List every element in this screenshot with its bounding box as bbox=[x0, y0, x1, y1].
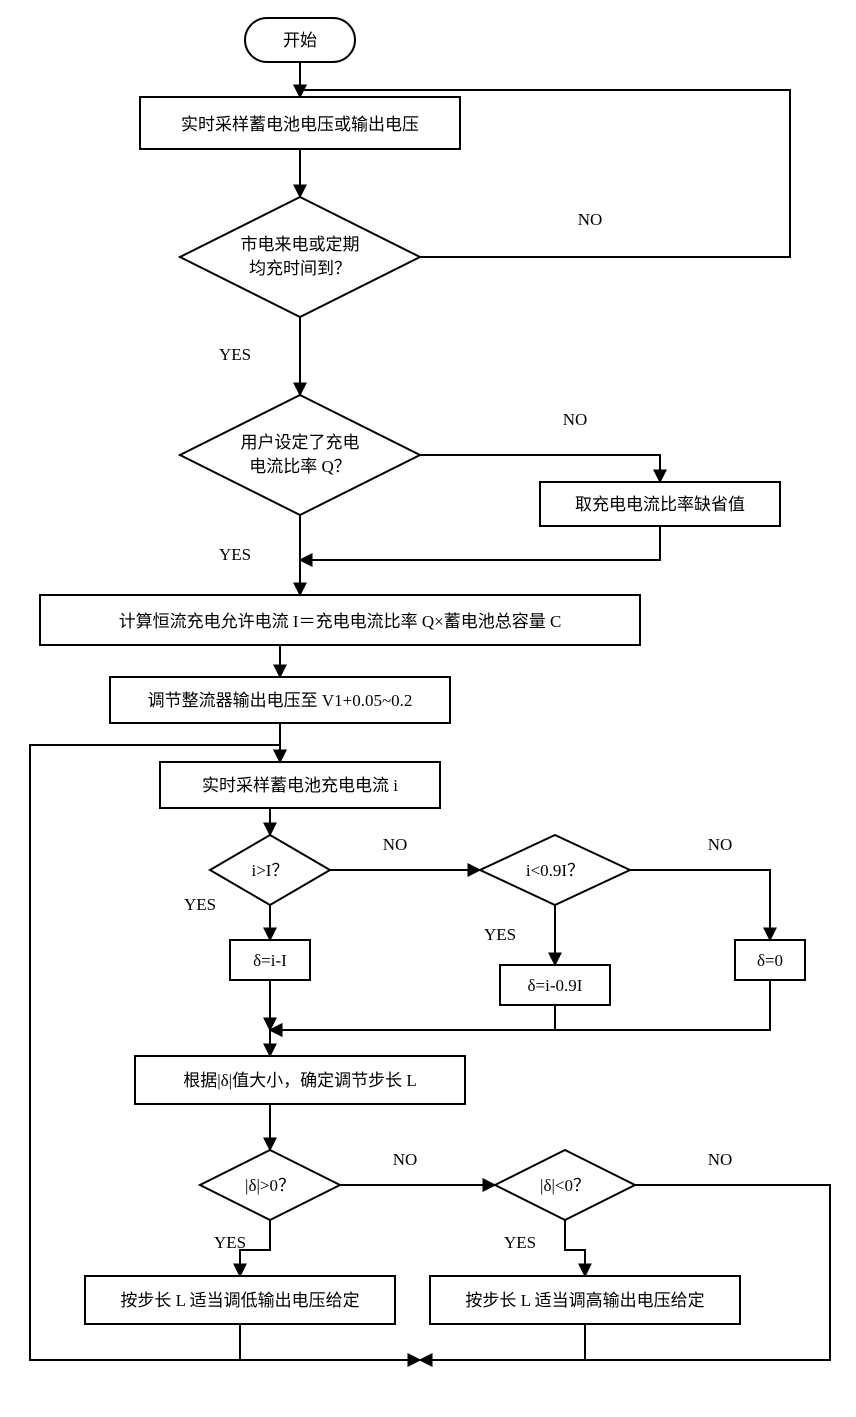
node-start-label: 开始 bbox=[283, 31, 317, 50]
node-delta-im09i-label: δ=i-0.9I bbox=[528, 976, 583, 995]
node-adjust-v-label: 调节整流器输出电压至 V1+0.05~0.2 bbox=[148, 691, 413, 710]
node-sample-current-label: 实时采样蓄电池充电电流 i bbox=[202, 776, 398, 795]
edge-bottom-loop bbox=[30, 745, 420, 1360]
node-diamond-igt-label: i>I？ bbox=[252, 861, 289, 880]
edge-dilt-yes-label: YES bbox=[484, 925, 516, 944]
edge-dgt-yes-label: YES bbox=[214, 1233, 246, 1252]
node-diamond-ilt-label: i<0.9I？ bbox=[526, 861, 584, 880]
edge-dlt-yes bbox=[565, 1220, 585, 1276]
edge-dilt-no-label: NO bbox=[708, 835, 733, 854]
node-diamond-dgt-label: |δ|>0？ bbox=[245, 1176, 295, 1195]
edge-mains-no-label: NO bbox=[578, 210, 603, 229]
edge-dlt-yes-label: YES bbox=[504, 1233, 536, 1252]
edge-mains-yes-label: YES bbox=[219, 345, 251, 364]
edge-userq-no bbox=[420, 455, 660, 482]
node-lower-v-label: 按步长 L 适当调低输出电压给定 bbox=[120, 1291, 359, 1310]
node-diamond-userq-label1: 用户设定了充电 bbox=[241, 433, 360, 452]
edge-digt-yes-label: YES bbox=[184, 895, 216, 914]
node-diamond-userq-label2: 电流比率 Q？ bbox=[249, 457, 351, 476]
edge-raisev-bus bbox=[420, 1324, 585, 1360]
node-diamond-userq bbox=[180, 395, 420, 515]
edge-dlt-no-label: NO bbox=[708, 1150, 733, 1169]
node-step-l-label: 根据|δ|值大小，确定调节步长 L bbox=[183, 1071, 416, 1090]
edge-userq-no-label: NO bbox=[563, 410, 588, 429]
edge-dim09-merge bbox=[270, 1005, 555, 1030]
node-diamond-mains bbox=[180, 197, 420, 317]
node-delta-zero-label: δ=0 bbox=[757, 951, 783, 970]
node-sample-voltage-label: 实时采样蓄电池电压或输出电压 bbox=[181, 115, 419, 134]
edge-lowv-bus bbox=[240, 1324, 420, 1360]
node-calc-i-label: 计算恒流充电允许电流 I＝充电电流比率 Q×蓄电池总容量 C bbox=[119, 612, 562, 631]
node-raise-v-label: 按步长 L 适当调高输出电压给定 bbox=[465, 1291, 704, 1310]
node-diamond-mains-label1: 市电来电或定期 bbox=[241, 235, 360, 254]
edge-dlt-no bbox=[420, 1185, 830, 1360]
edge-userq-yes-label: YES bbox=[219, 545, 251, 564]
node-diamond-mains-label2: 均充时间到？ bbox=[249, 259, 351, 278]
node-delta-imi-label: δ=i-I bbox=[253, 951, 287, 970]
edge-dilt-no bbox=[630, 870, 770, 940]
edge-defaultq-merge bbox=[300, 526, 660, 560]
edge-digt-no-label: NO bbox=[383, 835, 408, 854]
edge-dgt-no-label: NO bbox=[393, 1150, 418, 1169]
node-diamond-dlt-label: |δ|<0？ bbox=[540, 1176, 590, 1195]
node-default-q-label: 取充电电流比率缺省值 bbox=[575, 495, 745, 514]
